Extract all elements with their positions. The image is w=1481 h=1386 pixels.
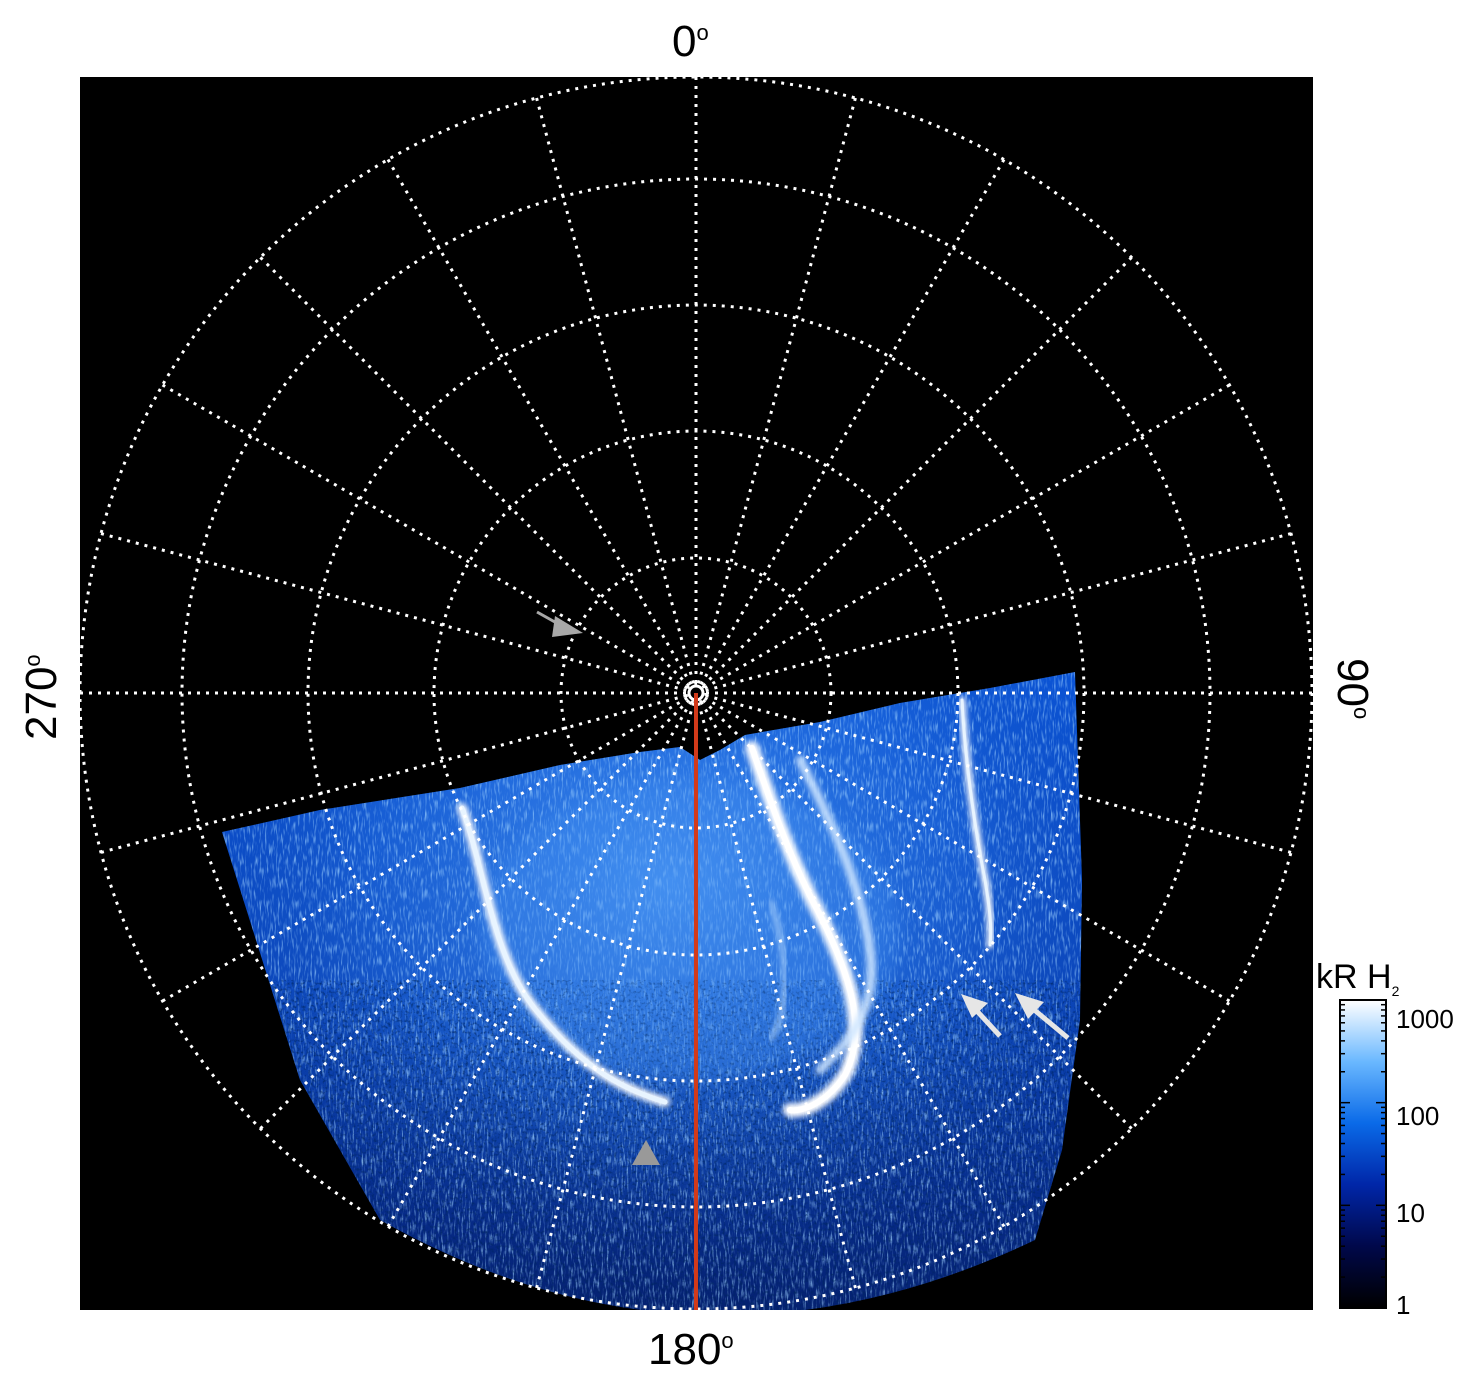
axis-label-bottom: 180o [648, 1325, 734, 1374]
meridian-line [702, 256, 1133, 687]
white-arrow-right [1015, 993, 1070, 1040]
grey-arrow-upper [536, 610, 583, 637]
colorbar-tick-label: 10 [1396, 1198, 1425, 1228]
meridian-line [100, 532, 687, 692]
colorbar-tick-label: 1000 [1396, 1004, 1454, 1034]
colorbar-title: kR H2 [1316, 958, 1400, 999]
colorbar-tick-label: 1 [1396, 1290, 1411, 1320]
meridian-line [161, 696, 689, 1003]
meridian-line [697, 702, 857, 1289]
secondary-auroral-arc [795, 755, 876, 1075]
colorbar-ticks [1340, 1003, 1386, 1309]
aurora-emission-region [222, 672, 1082, 1310]
meridian-line [699, 700, 1006, 1228]
meridian-line [259, 699, 690, 1130]
colorbar [1339, 999, 1387, 1309]
meridian-line [705, 532, 1292, 692]
meridian-line [535, 97, 695, 684]
longitude-grid [80, 77, 1312, 1309]
axis-label-left: 270o [17, 654, 66, 740]
meridian-line [259, 256, 690, 687]
meridian-line [100, 694, 687, 854]
meridian-line [386, 158, 693, 686]
meridian-line [535, 702, 695, 1289]
meridian-line [697, 97, 857, 684]
axis-label-right: 90o [1328, 658, 1377, 720]
meridian-line [386, 700, 693, 1228]
grey-arrow-lower [632, 1140, 660, 1165]
meridian-line [161, 383, 689, 690]
colorbar-gradient [1339, 999, 1387, 1309]
white-arrow-left [961, 994, 1002, 1038]
meridian-line [703, 383, 1231, 690]
meridian-line [703, 696, 1231, 1003]
meridian-line [705, 694, 1292, 854]
meridian-line [699, 158, 1006, 686]
colorbar-tick-label: 100 [1396, 1101, 1440, 1131]
axis-label-top: 0o [672, 17, 709, 66]
meridian-line [702, 699, 1133, 1130]
